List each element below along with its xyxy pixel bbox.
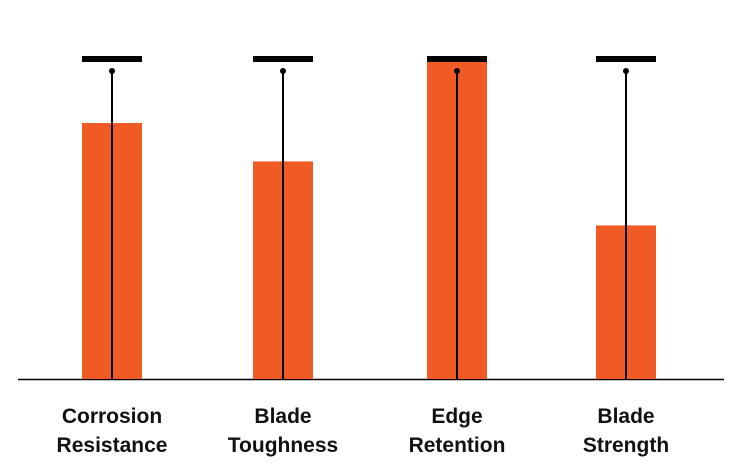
category-label: Toughness <box>228 434 338 457</box>
marker-dot <box>109 68 115 74</box>
category-label: Corrosion <box>62 405 162 428</box>
category-label: Resistance <box>57 434 168 457</box>
category-label: Retention <box>409 434 506 457</box>
max-marker-cap <box>82 56 142 62</box>
max-marker-cap <box>596 56 656 62</box>
max-marker-cap <box>427 56 487 62</box>
category-label: Blade <box>254 405 311 428</box>
marker-dot <box>454 68 460 74</box>
max-marker-cap <box>253 56 313 62</box>
category-label: Blade <box>597 405 654 428</box>
category-label: Strength <box>583 434 669 457</box>
marker-dot <box>623 68 629 74</box>
category-label: Edge <box>431 405 482 428</box>
marker-dot <box>280 68 286 74</box>
